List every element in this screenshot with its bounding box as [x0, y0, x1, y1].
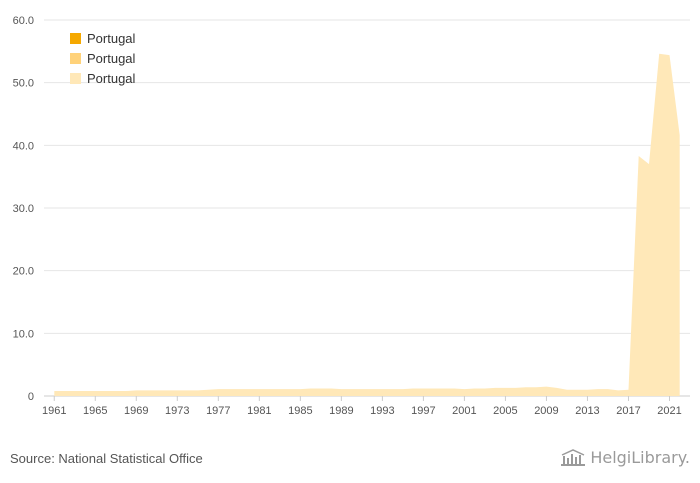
x-tick-label: 1985 [288, 405, 312, 417]
legend-item[interactable]: Portugal [70, 28, 135, 48]
legend-item[interactable]: Portugal [70, 48, 135, 68]
legend-swatch [70, 32, 81, 44]
x-tick-label: 2005 [493, 405, 517, 417]
x-tick-label: 1965 [83, 405, 107, 417]
x-tick-label: 1961 [42, 405, 66, 417]
x-tick-label: 1993 [370, 405, 394, 417]
legend-label: Portugal [87, 70, 136, 86]
y-axis: 0 10.0 20.0 30.0 40.0 50.0 60.0 [13, 15, 34, 403]
grid-lines [44, 19, 690, 397]
brand-name: HelgiLibrary. [590, 448, 690, 467]
library-icon [561, 448, 586, 466]
x-tick-label: 2021 [657, 405, 681, 417]
legend-label: Portugal [87, 50, 136, 66]
x-axis: 1961 1965 1969 1973 1977 1981 1985 1989 1993 1997… [42, 396, 682, 417]
series-area[interactable] [54, 53, 680, 397]
area-layer [54, 53, 680, 397]
x-tick-label: 1981 [247, 405, 271, 417]
y-tick-label: 20.0 [13, 266, 34, 278]
y-tick-label: 30.0 [13, 203, 34, 215]
legend-label: Portugal [87, 30, 136, 46]
x-tick-label: 2001 [452, 405, 476, 417]
x-tick-label: 1969 [124, 405, 148, 417]
x-tick-label: 1973 [165, 405, 189, 417]
source-note: Source: National Statistical Office [10, 451, 203, 466]
y-tick-label: 10.0 [13, 328, 34, 340]
x-tick-label: 1989 [329, 405, 353, 417]
x-tick-label: 2017 [616, 405, 640, 417]
legend: Portugal Portugal Portugal [70, 28, 135, 88]
y-tick-label: 40.0 [13, 140, 34, 152]
legend-swatch [70, 72, 81, 84]
brand-logo[interactable]: HelgiLibrary. [560, 448, 690, 467]
x-tick-label: 1997 [411, 405, 435, 417]
legend-item[interactable]: Portugal [70, 68, 135, 88]
y-tick-label: 0 [28, 391, 34, 403]
y-tick-label: 60.0 [13, 15, 34, 27]
y-tick-label: 50.0 [13, 78, 34, 90]
x-tick-label: 1977 [206, 405, 230, 417]
chart: 010.020.030.040.050.060.0 1961 1965 1969 19… [13, 15, 690, 417]
x-tick-label: 2009 [534, 405, 558, 417]
x-tick-label: 2013 [575, 405, 599, 417]
legend-swatch [70, 52, 81, 64]
